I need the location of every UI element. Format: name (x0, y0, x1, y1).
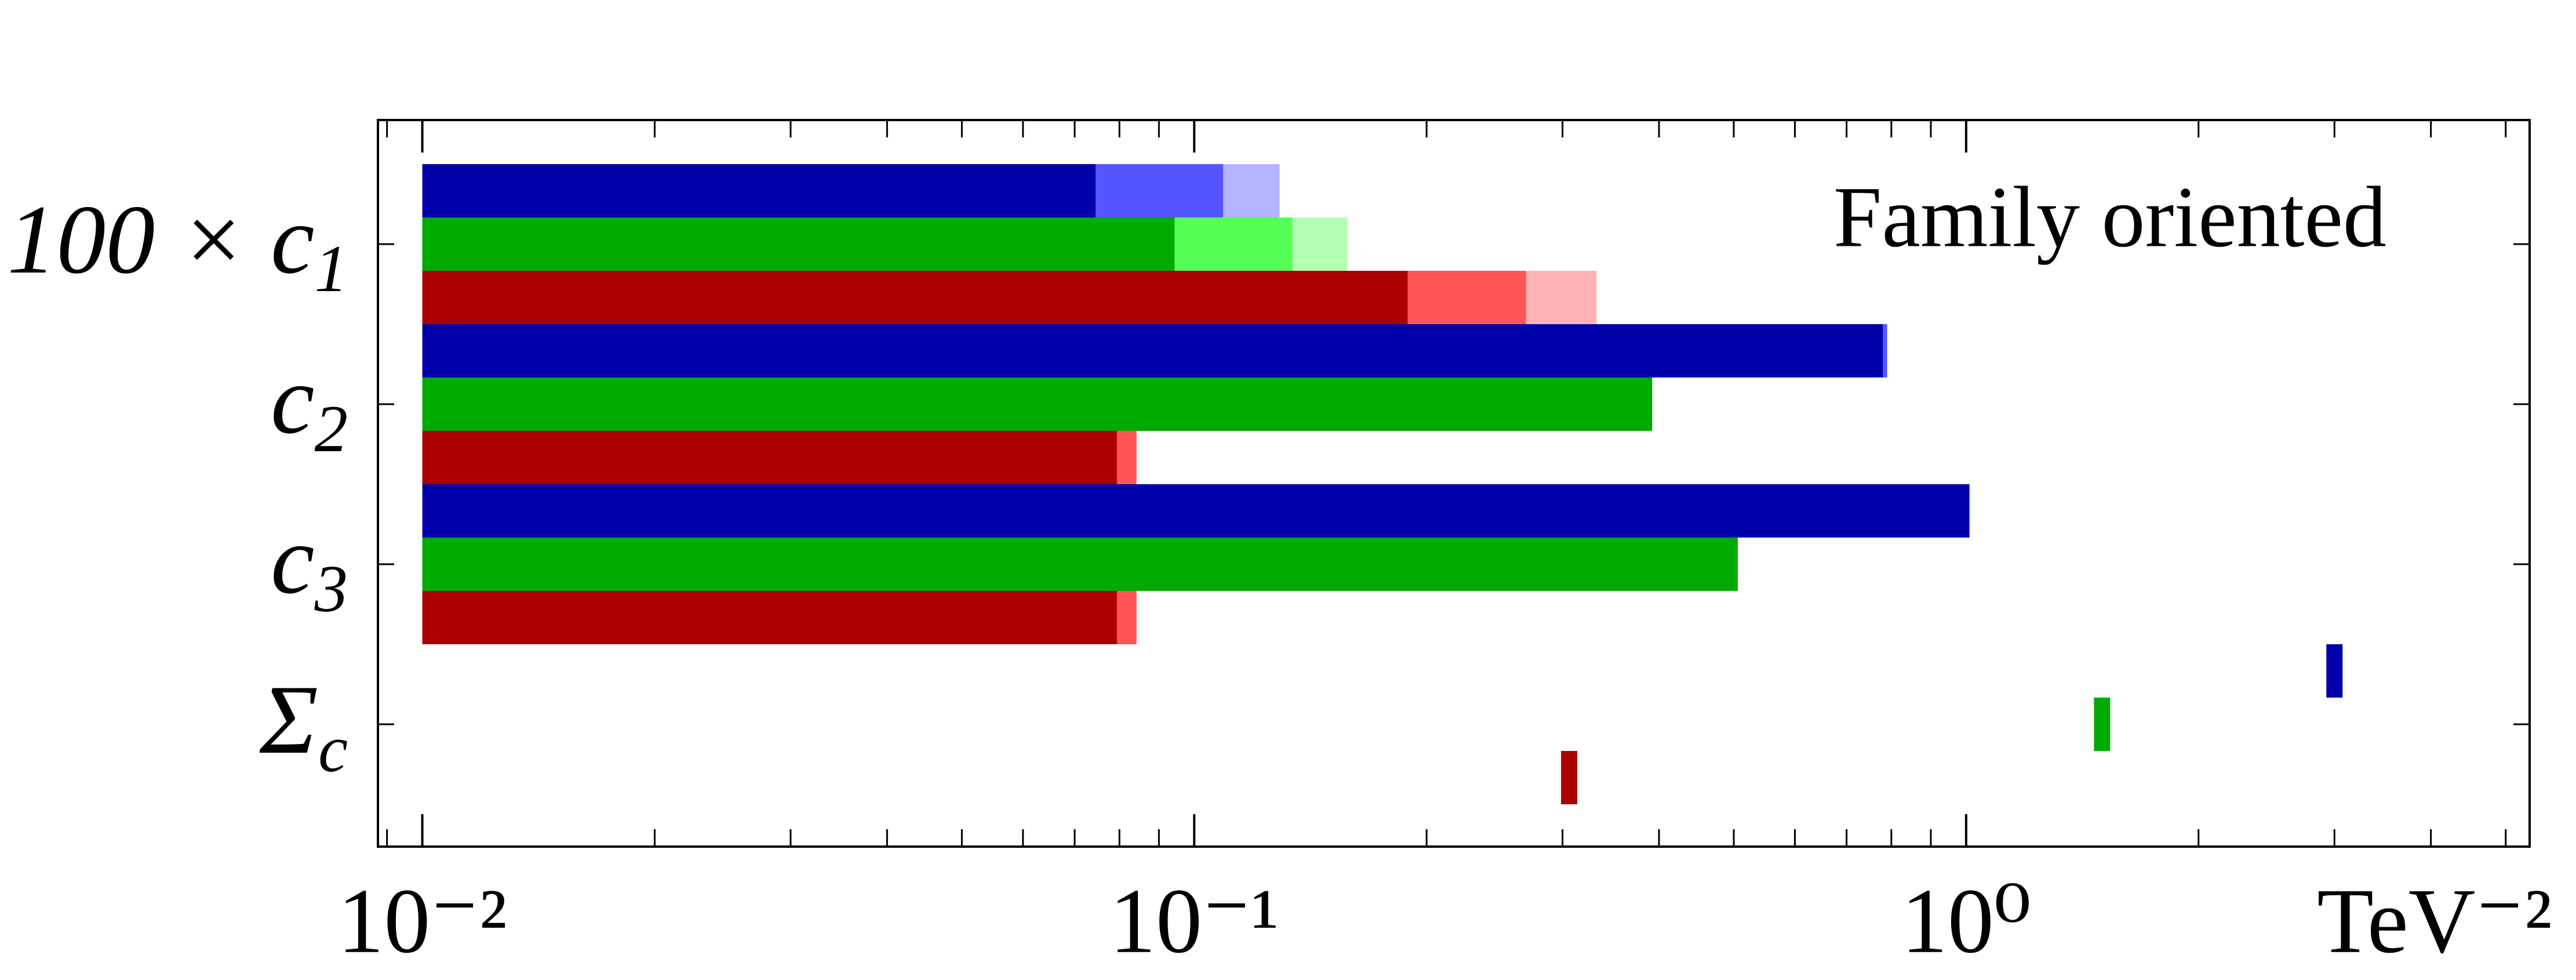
category-sub: 1 (315, 232, 348, 306)
sum-marker (1561, 751, 1578, 804)
plot-frame (377, 119, 2531, 848)
annotation: Family oriented (1833, 169, 2386, 265)
bar (422, 324, 1883, 378)
category-base: c (271, 505, 314, 614)
bar (422, 431, 1117, 484)
category-sub: 3 (314, 552, 348, 626)
x-tick-label: 10⁰ (1901, 869, 2031, 972)
bar (422, 217, 1175, 271)
y-tick-label: c2 (271, 345, 348, 466)
x-tick-label: 10⁻¹ (1109, 869, 1279, 972)
y-tick-label: 100 × c1 (7, 185, 348, 306)
bar (422, 538, 1738, 591)
bar (422, 164, 1096, 217)
bar (422, 484, 1970, 538)
category-base: Σ (259, 665, 318, 774)
x-tick-label: 10⁻² (337, 869, 507, 972)
sum-marker (2326, 644, 2343, 698)
category-sub: c (318, 712, 348, 786)
y-tick-label: c3 (271, 505, 348, 626)
bar (422, 378, 1653, 431)
x-axis-label: TeV⁻² (2317, 869, 2552, 972)
bar (422, 591, 1117, 644)
y-tick-label: Σc (259, 665, 348, 786)
category-sub: 2 (315, 392, 348, 466)
category-base: c (271, 345, 314, 454)
sum-marker (2094, 698, 2111, 751)
category-base: 100 × c (7, 185, 314, 294)
bar (422, 271, 1408, 324)
